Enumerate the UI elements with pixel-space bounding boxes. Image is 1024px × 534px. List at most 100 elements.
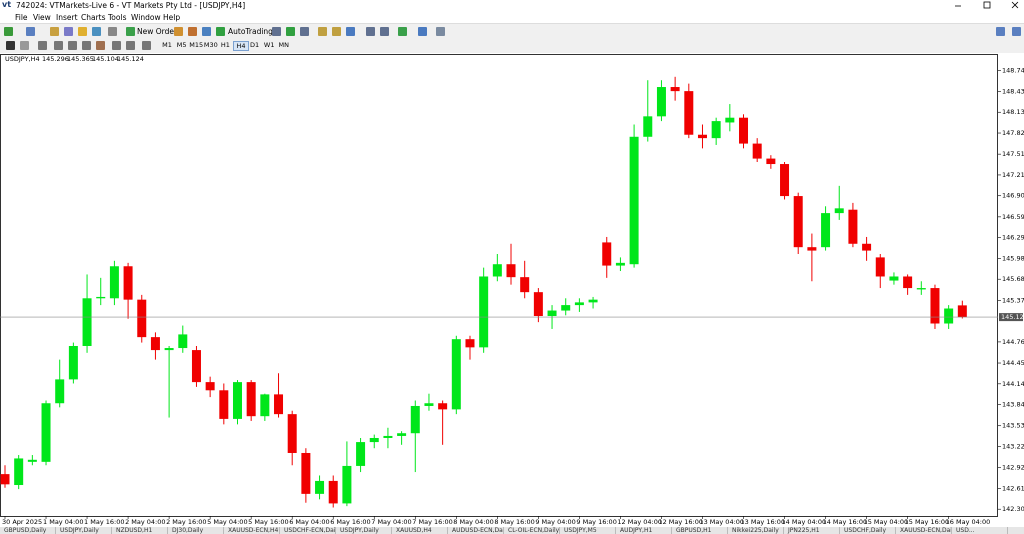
candle-body — [424, 403, 434, 406]
chart-tab[interactable]: USD... — [952, 527, 1008, 534]
chart-tab[interactable]: Nikkei225,Daily — [728, 527, 784, 534]
icon[interactable] — [50, 27, 59, 36]
window-controls[interactable] — [940, 0, 1024, 11]
timeframe-button[interactable]: M15 — [189, 41, 204, 49]
icon[interactable] — [26, 27, 35, 36]
menu-item[interactable]: Help — [163, 13, 181, 22]
candle-body — [328, 480, 338, 504]
chart-tab[interactable]: CL-OIL-ECN,Daily — [504, 527, 560, 534]
chart-tab[interactable]: JPN225,H1 — [784, 527, 840, 534]
price-label: 145.124 — [1001, 313, 1024, 321]
candle-body — [96, 296, 106, 299]
icon[interactable] — [64, 27, 73, 36]
icon[interactable] — [174, 27, 183, 36]
chart-tab[interactable]: USDCHF,Daily — [840, 527, 896, 534]
icon[interactable] — [54, 41, 63, 50]
icon[interactable] — [4, 27, 13, 36]
chart-tab[interactable]: AUDJPY,H1 — [616, 527, 672, 534]
chart-tab[interactable]: NZDUSD,H1 — [112, 527, 168, 534]
candle-body — [533, 292, 543, 317]
icon[interactable] — [418, 27, 427, 36]
icon[interactable] — [1012, 27, 1021, 36]
icon[interactable] — [112, 41, 121, 50]
timeframe-button[interactable]: M5 — [176, 41, 187, 49]
candle-body — [315, 480, 325, 494]
icon[interactable] — [82, 41, 91, 50]
candle-body — [383, 435, 393, 438]
candle-body — [205, 382, 215, 391]
chart-tab[interactable]: USDJPY,Daily — [336, 527, 392, 534]
x-tick-label: 14 May 04:00 — [782, 518, 827, 526]
chart-tab[interactable]: GBPUSD,H1 — [672, 527, 728, 534]
timeframe-button[interactable]: H1 — [220, 41, 230, 49]
menu-item[interactable]: Charts — [81, 13, 106, 22]
x-tick-label: 15 May 04:00 — [864, 518, 909, 526]
icon[interactable] — [38, 41, 47, 50]
icon[interactable] — [96, 41, 105, 50]
icon[interactable] — [68, 41, 77, 50]
icon[interactable] — [286, 27, 295, 36]
timeframe-button[interactable]: M1 — [162, 41, 172, 49]
y-tick-label: 144.760 — [1002, 338, 1024, 346]
candle-body — [14, 458, 24, 486]
x-tick-label: 2 May 16:00 — [166, 518, 206, 526]
menu-item[interactable]: Insert — [56, 13, 78, 22]
icon[interactable] — [436, 27, 445, 36]
icon[interactable] — [6, 41, 15, 50]
icon[interactable] — [398, 27, 407, 36]
timeframe-button[interactable]: D1 — [250, 41, 260, 49]
icon[interactable] — [272, 27, 281, 36]
icon[interactable] — [142, 41, 151, 50]
icon[interactable] — [188, 27, 197, 36]
menu-item[interactable]: View — [33, 13, 51, 22]
menu-item[interactable]: File — [15, 13, 28, 22]
icon[interactable] — [318, 27, 327, 36]
chart-tab[interactable]: USDCHF-ECN,Daily — [280, 527, 336, 534]
icon[interactable] — [78, 27, 87, 36]
candle-body — [356, 442, 366, 466]
timeframe-button[interactable]: M30 — [203, 41, 218, 49]
candle-body — [479, 276, 489, 348]
icon[interactable] — [92, 27, 101, 36]
menu-item[interactable]: Window — [131, 13, 161, 22]
icon[interactable] — [202, 27, 211, 36]
timeframe-button[interactable]: MN — [278, 41, 290, 49]
new-order-button[interactable]: New Order — [137, 27, 178, 36]
candle-body — [150, 337, 160, 351]
candle-body — [232, 382, 242, 419]
candle-body — [287, 414, 297, 453]
candle-body — [178, 334, 188, 349]
icon[interactable] — [126, 41, 135, 50]
y-tick-label: 148.745 — [1002, 66, 1024, 74]
icon[interactable] — [20, 41, 29, 50]
icon[interactable] — [332, 27, 341, 36]
x-tick-label: 12 May 04:00 — [617, 518, 662, 526]
chart-tab[interactable]: GBPUSD,Daily — [0, 527, 56, 534]
icon[interactable] — [216, 27, 225, 36]
icon[interactable] — [108, 27, 117, 36]
chart-tab[interactable]: USDJPY,M5 — [560, 527, 616, 534]
icon[interactable] — [366, 27, 375, 36]
timeframe-button[interactable]: H4 — [233, 41, 249, 51]
candle-body — [438, 403, 448, 410]
chart-tab[interactable]: XAUUSD-ECN,Daily — [896, 527, 952, 534]
chart-tab[interactable]: XAUUSD,H4 — [392, 527, 448, 534]
icon[interactable] — [300, 27, 309, 36]
x-tick-label: 7 May 04:00 — [371, 518, 411, 526]
chart-tab[interactable]: XAUUSD-ECN,H4 — [224, 527, 280, 534]
y-tick-label: 147.210 — [1002, 171, 1024, 179]
autotrading-button[interactable]: AutoTrading — [228, 27, 273, 36]
icon[interactable] — [126, 27, 135, 36]
ohlc-value: 145.124 — [117, 55, 144, 63]
chart-tab[interactable]: USDJPY,Daily — [56, 527, 112, 534]
chart-tab[interactable]: DJ30,Daily — [168, 527, 224, 534]
candle-body — [41, 403, 51, 462]
menu-item[interactable]: Tools — [108, 13, 127, 22]
candle-body — [793, 196, 803, 248]
icon[interactable] — [380, 27, 389, 36]
icon[interactable] — [346, 27, 355, 36]
chart-tab[interactable]: AUDUSD-ECN,Daily — [448, 527, 504, 534]
timeframe-button[interactable]: W1 — [263, 41, 275, 49]
icon[interactable] — [996, 27, 1005, 36]
y-tick-label: 148.130 — [1002, 108, 1024, 116]
